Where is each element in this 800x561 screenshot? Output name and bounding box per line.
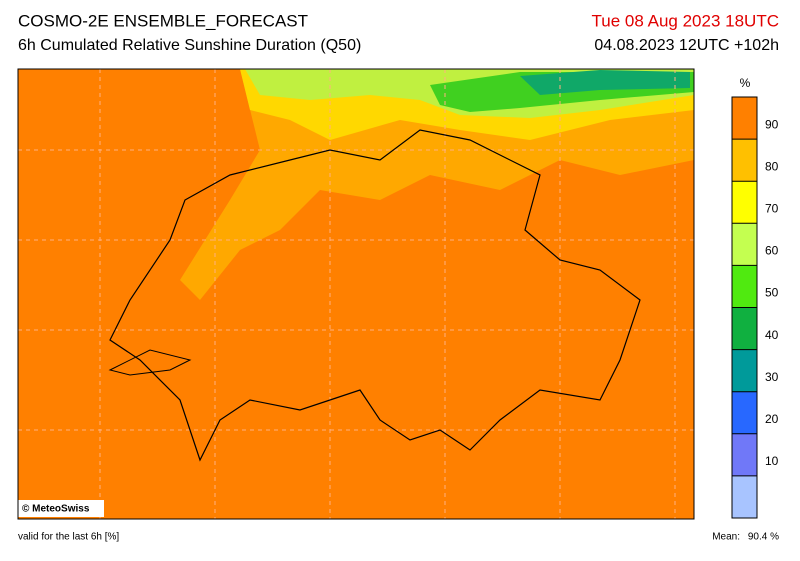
mean-label: Mean: xyxy=(712,532,740,543)
colorbar-tick-label: 40 xyxy=(765,328,779,342)
run-time: 04.08.2023 12UTC +102h xyxy=(594,37,779,54)
colorbar-segment xyxy=(732,223,757,266)
map: © MeteoSwiss xyxy=(17,68,695,520)
colorbar: 10 20 30 40 50 60 70 80 90 xyxy=(731,96,779,519)
map-frame xyxy=(17,68,695,520)
graticule xyxy=(18,69,694,519)
lake xyxy=(108,349,192,376)
colorbar-segment xyxy=(732,265,757,308)
colorbar-tick-label: 10 xyxy=(765,454,779,468)
mean-value: 90.4 % xyxy=(748,532,779,543)
colorbar-segment xyxy=(732,97,757,140)
colorbar-segment xyxy=(732,433,757,476)
colorbar-segment xyxy=(732,391,757,434)
colorbar-tick-label: 80 xyxy=(765,159,779,173)
colorbar-tick-label: 20 xyxy=(765,412,779,426)
colorbar-tick-label: 70 xyxy=(765,201,779,215)
colorbar-tick-label: 90 xyxy=(765,117,779,131)
colorbar-segment xyxy=(732,475,757,518)
footer-note: valid for the last 6h [%] xyxy=(18,532,119,543)
border xyxy=(109,129,641,462)
valid-time: Tue 08 Aug 2023 18UTC xyxy=(592,11,779,30)
credit-box xyxy=(18,500,104,517)
title: COSMO-2E ENSEMBLE_FORECAST xyxy=(18,11,308,30)
colorbar-unit: % xyxy=(740,76,751,90)
credit: © MeteoSwiss xyxy=(22,504,90,515)
colorbar-segment xyxy=(732,307,757,350)
colorbar-segment xyxy=(732,181,757,224)
subtitle: 6h Cumulated Relative Sunshine Duration … xyxy=(18,37,361,54)
colorbar-tick-label: 30 xyxy=(765,370,779,384)
colorbar-segment xyxy=(732,349,757,392)
colorbar-tick-label: 50 xyxy=(765,286,779,300)
colorbar-segment xyxy=(732,139,757,182)
teal-area xyxy=(520,70,690,95)
colorbar-tick-label: 60 xyxy=(765,244,779,258)
